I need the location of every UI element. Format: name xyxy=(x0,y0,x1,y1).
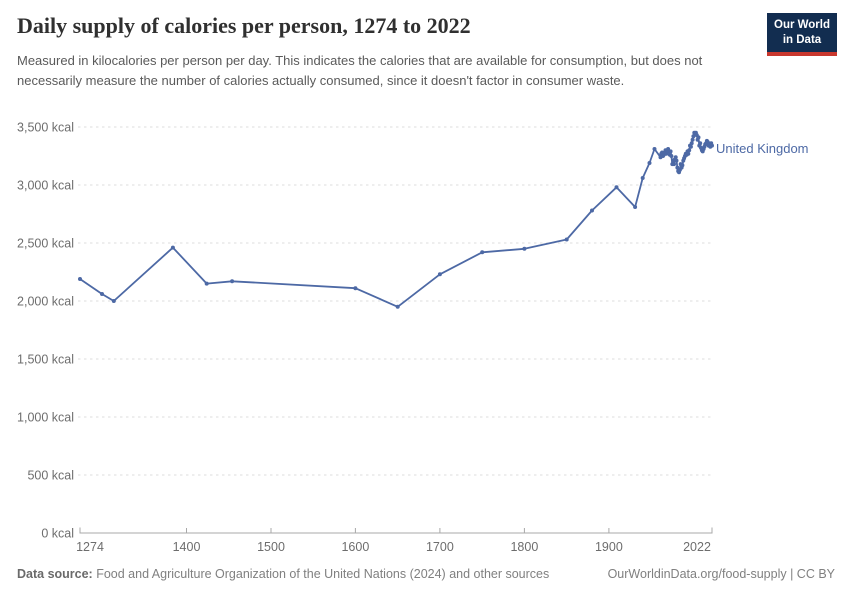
data-point[interactable] xyxy=(673,155,678,160)
data-point[interactable] xyxy=(696,135,701,140)
data-point[interactable] xyxy=(170,245,175,250)
owid-logo-line1: Our World xyxy=(774,19,831,31)
data-point[interactable] xyxy=(672,162,676,167)
data-point[interactable] xyxy=(710,143,714,148)
chart-title: Daily supply of calories per person, 127… xyxy=(17,13,471,38)
data-source-label: Data source: xyxy=(17,567,93,581)
data-source-note: Data source: Food and Agriculture Organi… xyxy=(17,567,549,581)
data-point[interactable] xyxy=(230,279,235,284)
data-point[interactable] xyxy=(564,237,569,242)
y-axis-label: 3,000 kcal xyxy=(17,179,74,193)
data-point[interactable] xyxy=(668,149,673,154)
data-point[interactable] xyxy=(680,163,685,168)
data-point[interactable] xyxy=(522,246,527,251)
data-point[interactable] xyxy=(687,148,692,153)
data-point[interactable] xyxy=(633,205,638,209)
data-point[interactable] xyxy=(652,147,657,151)
x-axis-label: 1500 xyxy=(257,540,285,554)
data-point[interactable] xyxy=(640,176,645,180)
y-axis-label: 0 kcal xyxy=(41,527,74,541)
x-axis-label: 1700 xyxy=(426,540,454,554)
series-label[interactable]: United Kingdom xyxy=(716,141,809,156)
x-axis-label: 1400 xyxy=(173,540,201,554)
data-point[interactable] xyxy=(590,208,594,213)
data-point[interactable] xyxy=(480,250,485,255)
y-axis-label: 1,000 kcal xyxy=(17,411,74,425)
y-axis-label: 2,000 kcal xyxy=(17,295,74,309)
data-point[interactable] xyxy=(698,141,703,146)
data-point[interactable] xyxy=(437,272,442,277)
y-axis-label: 3,500 kcal xyxy=(17,121,74,135)
data-point[interactable] xyxy=(395,304,400,309)
footer-license-link[interactable]: OurWorldinData.org/food-supply | CC BY xyxy=(607,567,835,581)
x-axis-label: 2022 xyxy=(683,540,711,554)
y-axis-label: 500 kcal xyxy=(27,469,74,483)
data-source-text: Food and Agriculture Organization of the… xyxy=(92,567,550,581)
x-axis-label: 1600 xyxy=(341,540,369,554)
data-point[interactable] xyxy=(669,154,674,158)
chart-subtitle: Measured in kilocalories per person per … xyxy=(17,53,703,88)
data-point[interactable] xyxy=(353,286,358,291)
x-axis-label: 1900 xyxy=(595,540,623,554)
y-axis-label: 1,500 kcal xyxy=(17,353,74,367)
x-axis-label: 1274 xyxy=(76,540,104,554)
owid-logo-line2: in Data xyxy=(782,33,822,46)
data-point[interactable] xyxy=(78,277,82,281)
data-point[interactable] xyxy=(204,281,209,286)
data-point[interactable] xyxy=(647,161,652,165)
owid-logo: Our World in Data xyxy=(767,13,837,56)
data-point[interactable] xyxy=(111,299,116,303)
series-line[interactable] xyxy=(79,131,713,308)
y-axis-label: 2,500 kcal xyxy=(17,237,74,251)
x-axis-line xyxy=(79,527,713,534)
data-point[interactable] xyxy=(690,137,695,142)
data-point[interactable] xyxy=(100,292,104,296)
data-point[interactable] xyxy=(689,141,694,146)
x-axis-label: 1800 xyxy=(510,540,538,554)
data-point[interactable] xyxy=(674,158,679,163)
data-point[interactable] xyxy=(688,144,693,149)
data-point[interactable] xyxy=(614,185,619,190)
data-point[interactable] xyxy=(686,151,691,156)
